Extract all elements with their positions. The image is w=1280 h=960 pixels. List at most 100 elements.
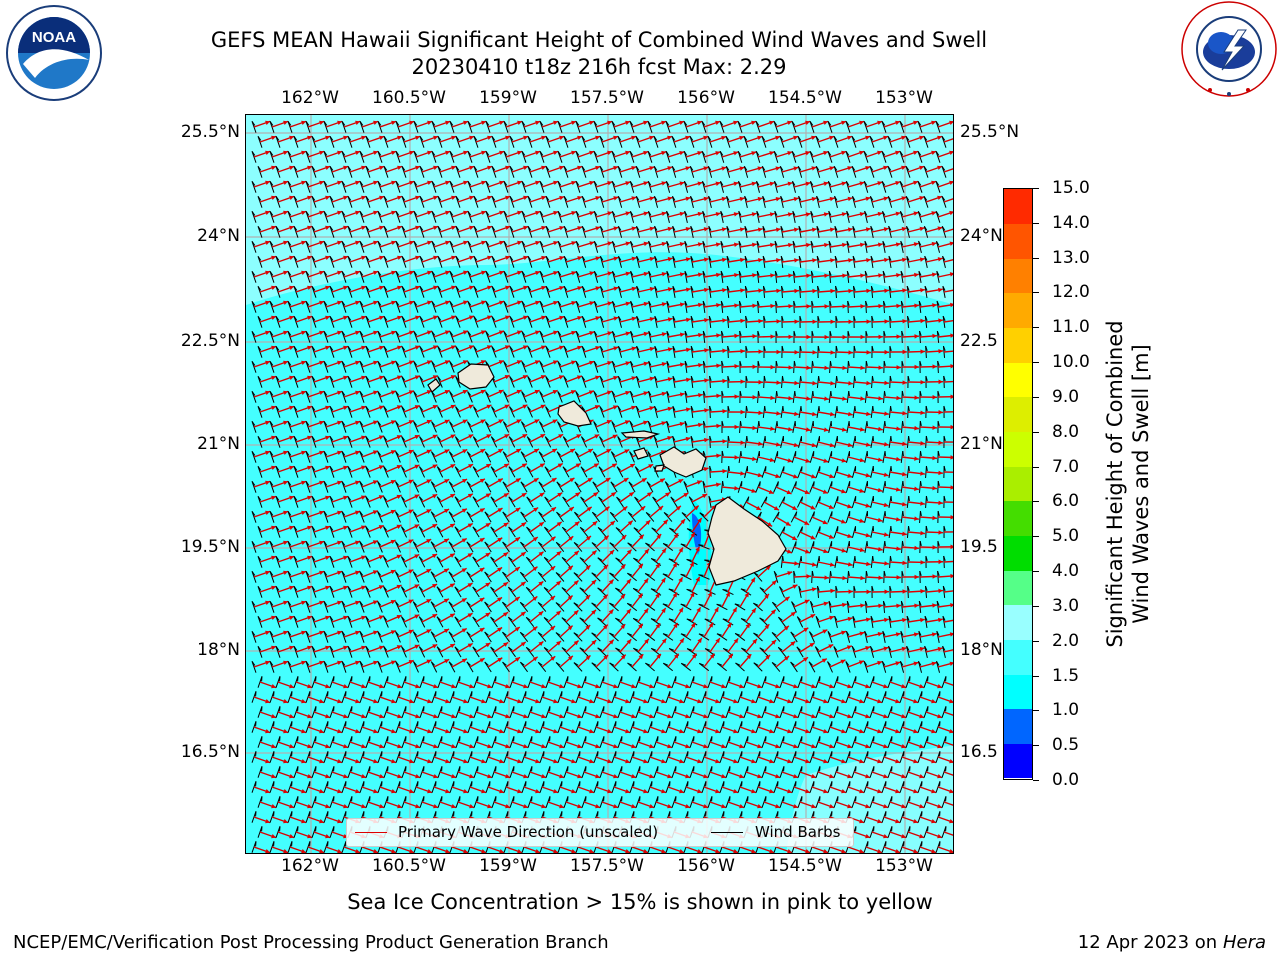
wave-direction-arrowhead (624, 449, 630, 454)
wind-barb-flag (865, 360, 868, 366)
wave-direction-arrowhead (487, 195, 493, 200)
wind-barb-flag (545, 316, 550, 321)
wind-barb-flag (520, 451, 525, 456)
wave-direction-arrowhead (427, 120, 433, 125)
wind-barb-flag (323, 181, 328, 186)
wave-direction-arrowhead (805, 212, 811, 217)
wind-barb-flag (287, 361, 292, 366)
wind-barb-flag (562, 526, 567, 531)
wave-direction-arrowhead (397, 285, 403, 290)
wind-barb-flag (437, 406, 442, 411)
wind-barb-flag (935, 121, 940, 126)
wave-direction-arrowhead (787, 181, 793, 187)
wind-barb-flag (901, 390, 904, 397)
wind-barb-flag (473, 316, 478, 321)
wave-direction-arrowhead (794, 349, 799, 355)
wave-direction-arrowhead (919, 196, 925, 201)
wind-barb-flag (690, 345, 694, 351)
wave-direction-arrowhead (661, 272, 667, 277)
wind-barb-flag (727, 435, 730, 441)
wave-direction-arrowhead (752, 273, 757, 278)
wave-direction-arrowhead (649, 256, 655, 262)
wind-barb-flag (780, 195, 784, 201)
wind-barb-flag (636, 225, 640, 231)
wave-direction-arrowhead (913, 180, 919, 186)
wave-direction-arrowhead (884, 349, 889, 355)
wind-barb-flag (924, 285, 928, 291)
wave-direction-arrowhead (534, 360, 540, 365)
wind-barb-flag (377, 331, 382, 336)
wave-direction-arrowhead (740, 348, 745, 354)
wave-direction-arrowhead (667, 377, 673, 382)
wind-barb-flag (413, 271, 418, 276)
wind-barb-flag (563, 226, 568, 231)
wave-direction-arrowhead (414, 345, 420, 350)
wind-barb-flag (889, 375, 892, 381)
wind-barb (275, 226, 281, 238)
wave-direction-arrowhead (469, 285, 474, 290)
wind-barb-flag (883, 360, 886, 366)
wave-direction-arrowhead (938, 318, 943, 323)
wind-barb-flag (755, 121, 760, 126)
wave-direction-arrowhead (588, 390, 594, 395)
wave-direction-arrowhead (586, 506, 592, 512)
wind-barb-flag (627, 511, 633, 516)
wind-barb-flag (359, 451, 364, 456)
wave-direction-arrowhead (325, 225, 331, 230)
wind-barb-flag (593, 421, 598, 426)
wind-barb-flag (654, 405, 658, 411)
wind-barb-flag (813, 481, 815, 487)
wave-direction-arrowhead (703, 466, 709, 472)
wind-barb-flag (865, 330, 868, 336)
wave-direction-arrowhead (661, 181, 667, 186)
wave-direction-arrowhead (433, 165, 439, 170)
wind-barb-flag (473, 136, 478, 141)
wave-direction-arrowhead (450, 345, 456, 350)
wave-direction-arrowhead (373, 150, 379, 155)
wave-direction-arrowhead (319, 450, 325, 455)
wind-barb (251, 451, 257, 463)
wind-barb-flag (666, 300, 670, 306)
wind-barb-flag (937, 420, 940, 426)
wave-direction-arrowhead (433, 135, 439, 140)
wave-direction-arrowhead (535, 240, 541, 246)
wave-direction-arrowhead (895, 456, 901, 462)
wind-barb-flag (629, 121, 634, 126)
wind-barb-flag (871, 375, 874, 382)
wind-barb-flag (395, 331, 400, 336)
wave-direction-arrowhead (319, 240, 325, 245)
wave-direction-arrowhead (625, 120, 631, 125)
wave-direction-arrowhead (390, 509, 396, 515)
wave-direction-arrowhead (468, 345, 474, 350)
wave-direction-arrowhead (810, 505, 816, 510)
wind-barb-flag (449, 151, 454, 156)
wave-direction-arrowhead (361, 345, 367, 350)
wave-direction-arrowhead (559, 285, 565, 291)
wave-direction-arrowhead (785, 521, 791, 526)
wave-direction-arrowhead (379, 255, 385, 260)
wave-direction-arrowhead (679, 211, 685, 217)
wind-barb-flag (491, 256, 496, 261)
wave-direction-arrowhead (307, 255, 313, 260)
wave-direction-arrowhead (722, 378, 727, 384)
wind-barb-flag (863, 151, 868, 156)
wave-direction-arrowhead (415, 285, 421, 290)
wind-barb-flag (539, 271, 544, 276)
wave-direction-arrowhead (758, 349, 763, 354)
wave-direction-arrowhead (697, 211, 703, 217)
wave-direction-arrowhead (932, 455, 937, 461)
wind-barb-flag (580, 466, 585, 471)
wave-direction-arrowhead (426, 479, 432, 484)
wind-barb-flag (472, 496, 477, 501)
wave-direction-arrowhead (847, 196, 853, 202)
wind-barb-flag (437, 346, 442, 351)
wave-direction-arrowhead (325, 375, 331, 380)
wind-barb-flag (906, 255, 910, 261)
wave-direction-arrowhead (271, 315, 277, 320)
wave-direction-arrowhead (372, 420, 378, 425)
wind-barb-flag (887, 166, 892, 171)
wave-direction-arrowhead (433, 225, 439, 230)
wind-barb-flag (923, 136, 928, 141)
wave-direction-arrowhead (829, 135, 835, 140)
wave-direction-arrowhead (289, 225, 295, 230)
